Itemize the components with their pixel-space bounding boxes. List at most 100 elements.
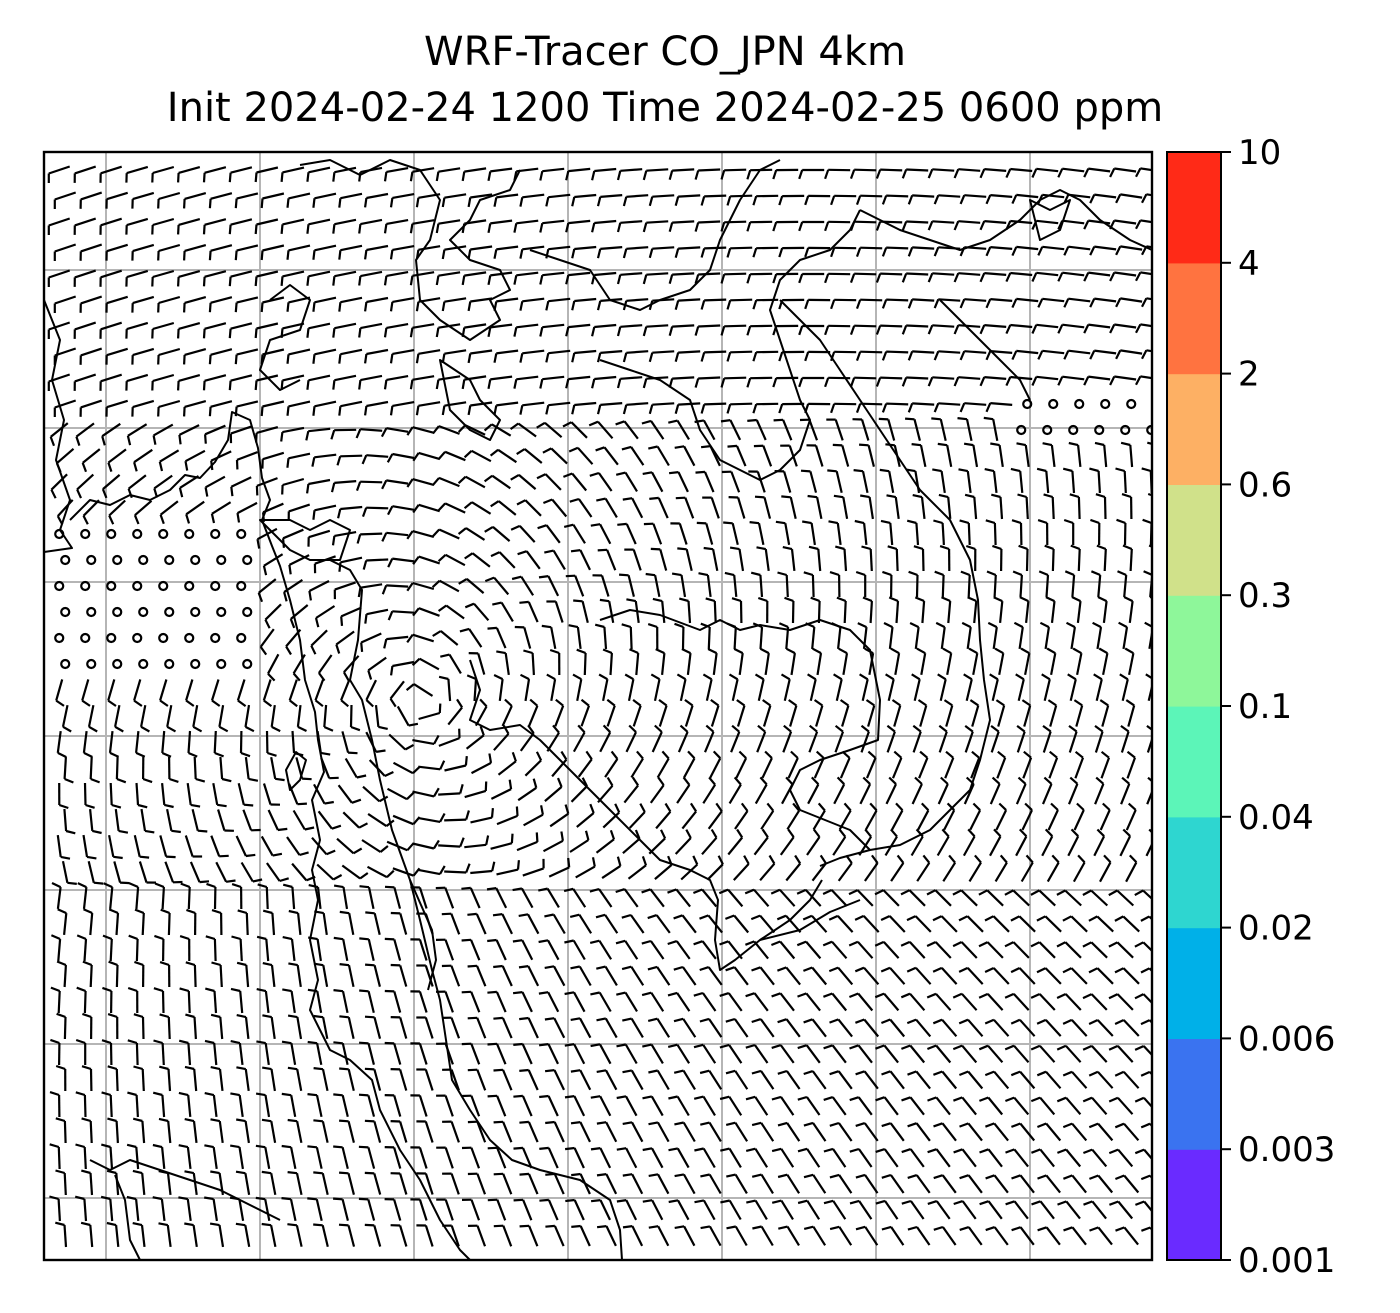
wind-barb xyxy=(674,445,696,467)
wind-barb xyxy=(179,935,191,962)
wind-barb xyxy=(132,1222,146,1248)
wind-barb xyxy=(596,246,623,259)
wind-barb xyxy=(676,673,687,702)
wind-barb xyxy=(694,324,721,336)
wind-barb xyxy=(1114,967,1140,985)
wind-barb xyxy=(281,1197,297,1222)
wind-barb xyxy=(384,1146,402,1169)
wind-barb xyxy=(590,991,612,1013)
wind-barb xyxy=(438,837,465,848)
wind-barb xyxy=(79,295,103,313)
wind-barb xyxy=(591,323,617,337)
wind-barb xyxy=(336,454,363,466)
wind-barb xyxy=(823,1147,847,1168)
wind-barb xyxy=(629,648,640,676)
wind-barb xyxy=(1116,518,1127,546)
wind-barb xyxy=(993,596,1004,624)
wind-barb xyxy=(286,192,311,208)
wind-barb xyxy=(178,475,200,498)
wind-barb xyxy=(55,447,75,473)
wind-barb xyxy=(642,1147,664,1169)
wind-barb xyxy=(459,627,483,648)
wind-barb xyxy=(564,991,586,1013)
wind-barb xyxy=(235,1170,251,1195)
wind-barb xyxy=(442,1068,460,1091)
wind-barb xyxy=(539,219,565,233)
wind-barb xyxy=(597,776,614,804)
wind-barb xyxy=(260,244,285,261)
wind-barb xyxy=(859,776,872,805)
colorbar-bin xyxy=(1167,816,1221,929)
wind-barb xyxy=(621,623,633,650)
wind-barb xyxy=(1096,544,1107,572)
wind-barb xyxy=(970,750,981,779)
wind-barb xyxy=(673,1069,696,1090)
wind-barb xyxy=(47,321,71,339)
wind-barb xyxy=(492,913,513,935)
calm-wind-marker xyxy=(106,528,117,540)
wind-barb xyxy=(467,1224,487,1247)
wind-barb xyxy=(645,572,661,598)
wind-barb xyxy=(797,1095,821,1116)
wind-barb xyxy=(105,399,129,417)
wind-barb xyxy=(367,656,387,680)
wind-barb xyxy=(1090,570,1102,598)
wind-barb xyxy=(517,778,538,802)
wind-barb xyxy=(331,531,357,546)
wind-barb xyxy=(1062,1122,1088,1142)
wind-barb xyxy=(292,654,306,682)
wind-barb xyxy=(1151,879,1152,882)
wind-barb xyxy=(1030,1044,1056,1063)
wind-barb xyxy=(958,1018,984,1038)
wind-barb xyxy=(927,272,955,283)
wind-barb xyxy=(545,1120,565,1143)
wind-barb xyxy=(546,673,557,701)
wind-barb xyxy=(926,941,952,959)
wind-barb xyxy=(230,476,252,497)
wind-barb xyxy=(183,296,207,313)
wind-barb xyxy=(700,1225,722,1247)
wind-barb xyxy=(933,519,945,546)
wind-barb xyxy=(828,966,854,986)
wind-barb xyxy=(544,1017,566,1039)
wind-barb xyxy=(772,272,799,284)
wind-barb xyxy=(230,987,244,1014)
wind-barb xyxy=(281,477,305,495)
wind-barb xyxy=(648,194,675,207)
colorbar-bin xyxy=(1167,706,1221,818)
wind-barb xyxy=(108,499,126,525)
wind-barb xyxy=(1151,829,1152,830)
wind-barb xyxy=(436,1198,454,1221)
wind-barb xyxy=(204,1039,218,1066)
wind-barb xyxy=(642,1095,664,1117)
wind-barb xyxy=(435,990,454,1013)
wind-barb xyxy=(572,724,586,753)
wind-barb xyxy=(101,1143,114,1170)
wind-barb xyxy=(1120,725,1130,753)
wind-barb xyxy=(519,1016,539,1039)
calm-wind-marker xyxy=(112,658,123,670)
wind-barb xyxy=(280,374,305,391)
wind-barb xyxy=(1020,854,1034,883)
wind-barb xyxy=(406,581,435,592)
wind-barb xyxy=(907,1122,931,1142)
wind-barb xyxy=(512,887,534,909)
wind-barb xyxy=(890,647,901,675)
wind-barb xyxy=(178,1144,192,1170)
wind-barb xyxy=(1057,167,1085,178)
wind-barb xyxy=(855,246,883,257)
wind-barb xyxy=(358,218,383,234)
wind-barb xyxy=(410,990,428,1013)
wind-barb xyxy=(901,1096,925,1116)
wind-barb xyxy=(674,194,701,206)
wind-barb xyxy=(153,1039,165,1066)
wind-barb xyxy=(465,725,485,750)
wind-barb xyxy=(648,1121,670,1143)
wind-barb xyxy=(183,400,207,417)
wind-barb xyxy=(493,297,519,311)
wind-barb xyxy=(467,245,493,260)
wind-barb xyxy=(798,324,825,336)
wind-barb xyxy=(881,1070,905,1090)
wind-barb xyxy=(166,808,181,834)
wind-barb xyxy=(874,940,900,959)
